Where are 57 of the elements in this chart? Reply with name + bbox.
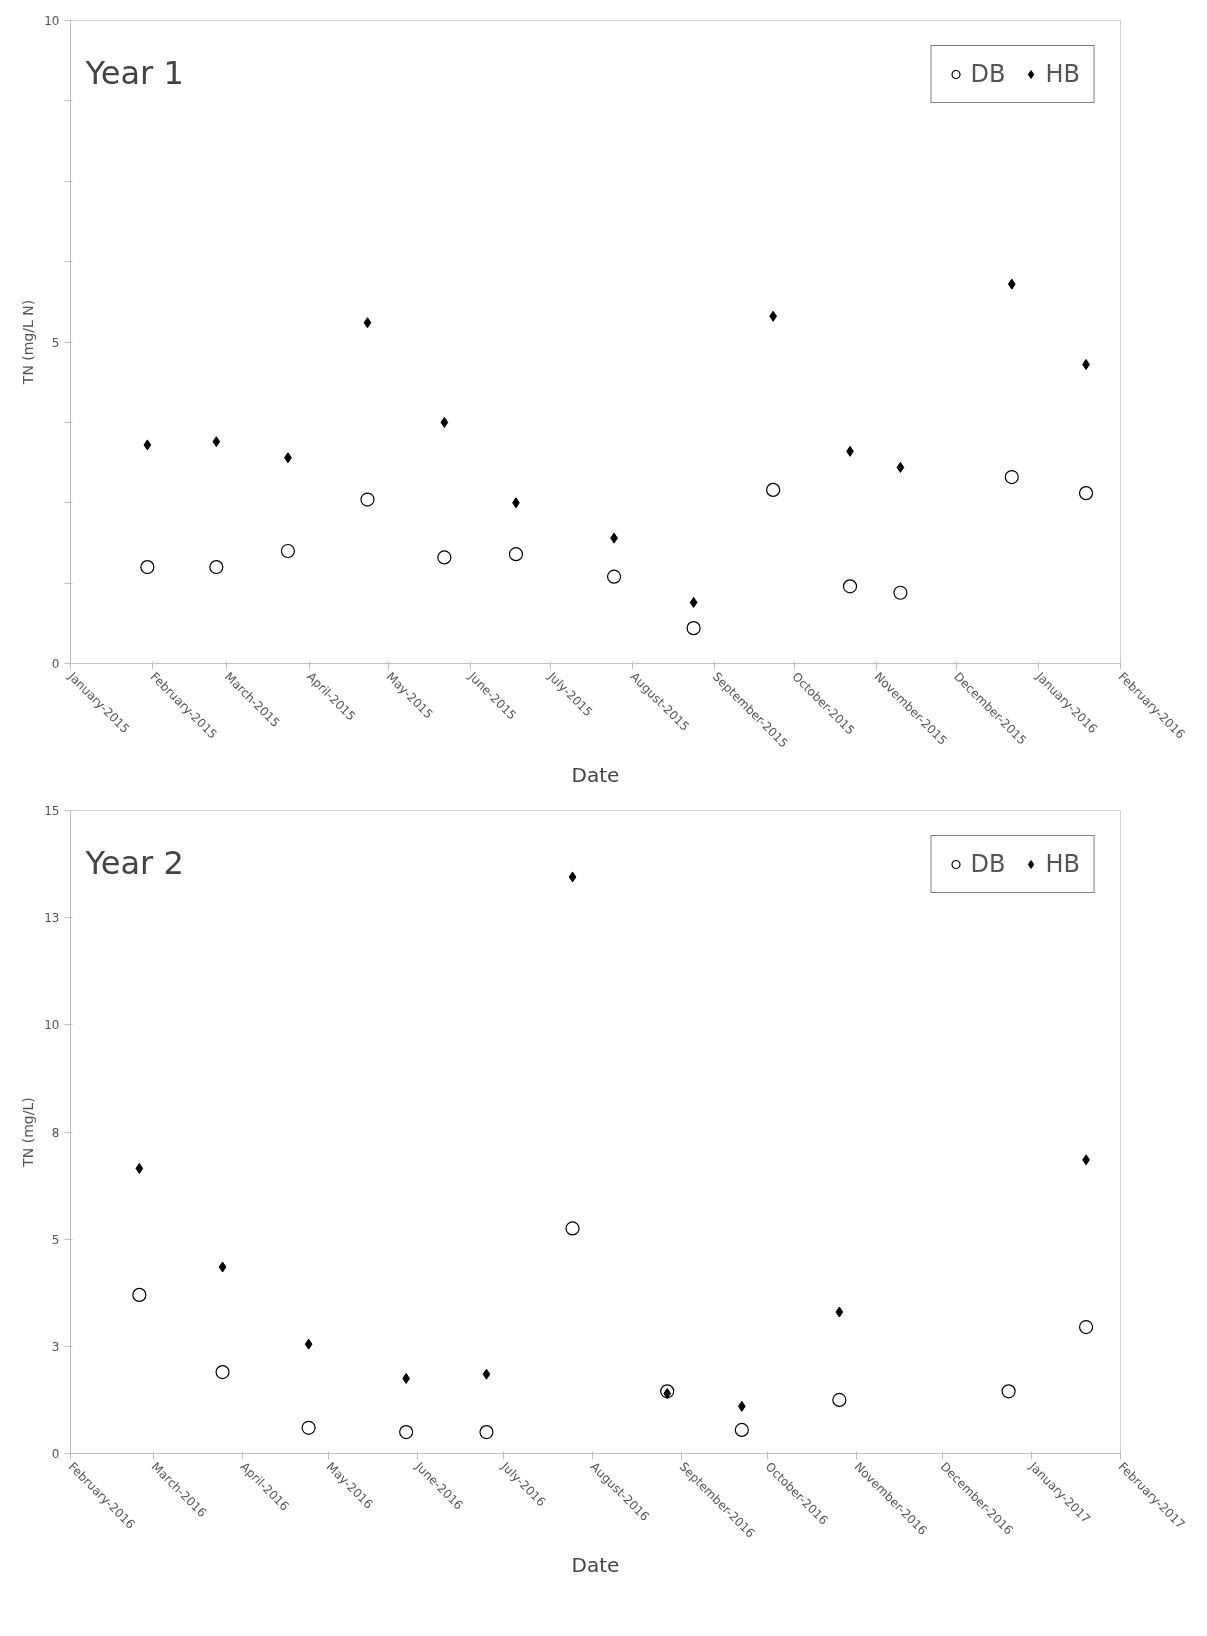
y-tick-label: 5 <box>51 335 60 350</box>
point <box>568 871 577 883</box>
y-tick-label: 10 <box>44 14 60 28</box>
point <box>360 492 375 507</box>
point <box>689 596 698 608</box>
y-tick-label: 0 <box>51 657 60 671</box>
legend-label: HB <box>1045 850 1080 878</box>
point <box>132 1287 147 1302</box>
y-axis-title: TN (mg/L) <box>20 1097 37 1168</box>
point <box>686 621 701 636</box>
point <box>1001 1384 1016 1399</box>
point <box>209 559 224 575</box>
point <box>832 1392 847 1407</box>
y-axis-title: TN (mg/L N) <box>20 299 37 386</box>
y-tick-label: 5 <box>51 1232 60 1247</box>
point <box>893 585 908 600</box>
text: Year 2 <box>84 843 184 882</box>
point <box>1004 469 1019 485</box>
point <box>1007 278 1016 290</box>
point <box>734 1422 749 1438</box>
y-tick-label: 0 <box>51 1447 60 1461</box>
point <box>842 579 858 594</box>
point <box>301 1420 316 1435</box>
point <box>896 461 905 473</box>
point <box>482 1368 491 1380</box>
point <box>606 569 622 584</box>
y-tick-label: 3 <box>51 1339 60 1354</box>
point <box>215 1364 230 1380</box>
point <box>212 436 221 448</box>
point <box>135 1162 144 1174</box>
legend-label: DB <box>970 60 1006 88</box>
point <box>437 550 452 565</box>
point <box>399 1424 414 1440</box>
legend-label: DB <box>970 850 1006 878</box>
point <box>737 1400 746 1412</box>
x-axis-title: Date <box>571 763 620 788</box>
point <box>835 1306 844 1318</box>
x-axis-title: Date <box>571 1553 620 1578</box>
point <box>1078 486 1094 501</box>
point <box>363 317 372 329</box>
point <box>1078 1319 1094 1335</box>
legend-label: HB <box>1045 60 1080 88</box>
point <box>140 559 155 575</box>
point <box>440 416 449 428</box>
point <box>565 1221 580 1236</box>
point <box>280 543 296 559</box>
point <box>766 482 781 497</box>
point <box>143 439 152 451</box>
text: Year 1 <box>84 53 184 92</box>
point <box>218 1261 227 1273</box>
y-tick-label: 8 <box>51 1125 60 1140</box>
point <box>304 1338 313 1350</box>
y-tick-label: 15 <box>44 804 60 818</box>
point <box>508 547 524 562</box>
y-tick-label: 10 <box>44 1018 60 1033</box>
point <box>479 1424 494 1440</box>
y-tick-label: 13 <box>44 911 60 926</box>
